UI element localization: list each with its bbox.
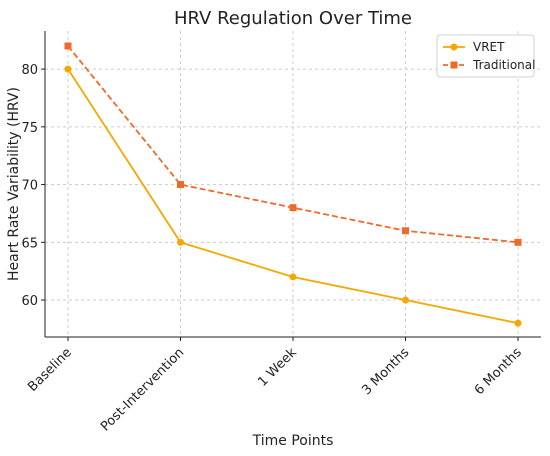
x-tick-label: 6 Months — [472, 345, 525, 398]
data-point-traditional — [289, 204, 297, 212]
legend-label-traditional: Traditional — [472, 58, 535, 72]
legend-box — [436, 34, 535, 78]
series-layer — [64, 42, 522, 327]
data-point-traditional — [64, 42, 72, 50]
data-point-vret — [64, 65, 72, 73]
x-tick-label: Post-Intervention — [98, 345, 187, 434]
y-tick-label: 75 — [21, 121, 38, 136]
legend-marker-traditional — [450, 61, 458, 69]
y-tick-label: 70 — [21, 179, 38, 194]
legend-label-vret: VRET — [473, 40, 505, 54]
data-point-traditional — [177, 181, 184, 189]
chart-title: HRV Regulation Over Time — [174, 8, 412, 29]
grid-layer — [45, 31, 541, 337]
data-point-vret — [289, 273, 297, 281]
x-tick-label: 3 Months — [359, 345, 412, 398]
data-point-traditional — [514, 238, 522, 246]
y-tick-label: 80 — [21, 63, 38, 78]
x-tick-label: 1 Week — [255, 345, 300, 390]
y-tick-label: 65 — [21, 236, 38, 251]
legend: VRET Traditional — [436, 34, 535, 78]
axes-layer: 60 65 70 75 80 Baseline Post-Intervention 1 Wee… — [21, 31, 541, 434]
x-axis-title: Time Points — [252, 433, 334, 449]
x-tick-label: Baseline — [25, 345, 75, 395]
legend-marker-vret — [450, 43, 458, 51]
data-point-traditional — [402, 227, 409, 235]
y-tick-label: 60 — [21, 294, 38, 309]
data-point-vret — [402, 296, 409, 304]
y-axis-title: Heart Rate Variability (HRV) — [6, 87, 22, 281]
labels-layer: HRV Regulation Over Time Time Points Hea… — [6, 8, 412, 449]
data-point-vret — [177, 238, 184, 246]
data-point-vret — [514, 319, 522, 327]
